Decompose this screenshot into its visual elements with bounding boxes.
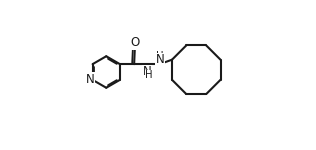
Text: H: H (145, 70, 153, 80)
Text: N: N (86, 73, 94, 86)
Text: N: N (143, 65, 152, 78)
Text: N: N (155, 53, 164, 66)
Text: H: H (156, 51, 164, 61)
Text: O: O (130, 36, 140, 49)
